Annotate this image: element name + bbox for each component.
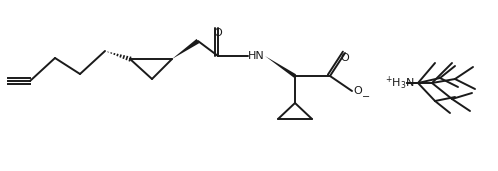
Polygon shape — [265, 56, 296, 78]
Text: O: O — [353, 86, 362, 96]
Text: O: O — [214, 28, 223, 38]
Text: HN: HN — [248, 51, 265, 61]
Text: $\mathregular{^{+}H_3N}$: $\mathregular{^{+}H_3N}$ — [385, 74, 415, 91]
Polygon shape — [172, 39, 199, 59]
Text: −: − — [362, 92, 370, 102]
Text: O: O — [341, 53, 350, 63]
